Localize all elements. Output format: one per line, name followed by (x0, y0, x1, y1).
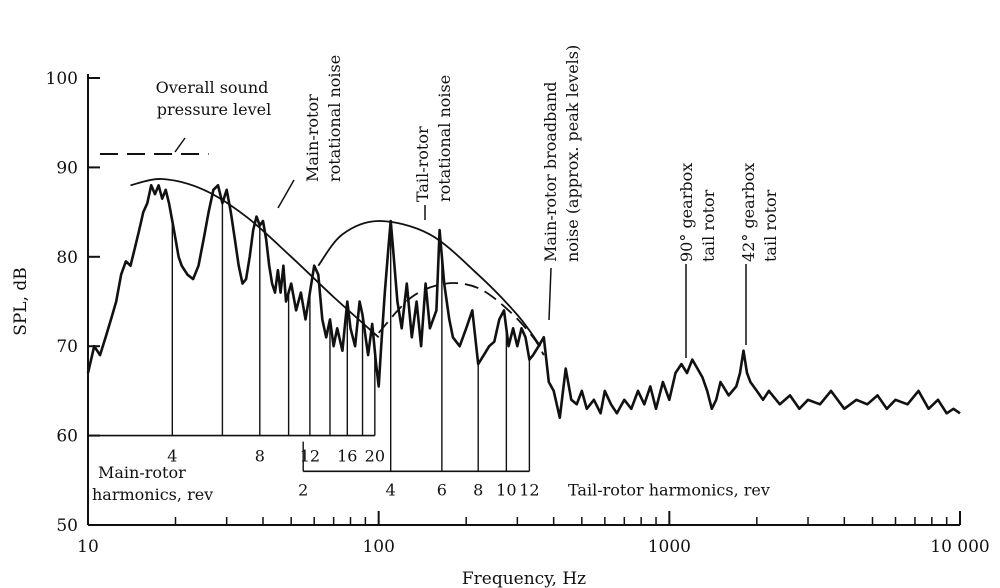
x-axis-title: Frequency, Hz (462, 569, 586, 588)
overall-label-2: pressure level (157, 100, 272, 119)
y-axis-title: SPL, dB (11, 267, 31, 336)
gearbox-90-label: 90° gearbox tail rotor (677, 163, 718, 262)
y-tick-label: 100 (46, 69, 78, 89)
gearbox-42-label-line-2: tail rotor (761, 189, 780, 262)
main-harmonic-label: 4 (167, 447, 177, 466)
broadband-pointer (548, 267, 552, 321)
main-rotor-envelope (130, 178, 380, 338)
tail-harmonics-title: Tail-rotor harmonics, rev (568, 480, 770, 499)
main-harmonics-title-2: harmonics, rev (92, 485, 213, 504)
main-harmonic-label: 16 (337, 447, 357, 466)
gearbox-90-label-line-1: 90° gearbox (677, 163, 696, 262)
overall-pointer (174, 137, 186, 153)
y-tick-label: 90 (56, 158, 78, 178)
y-tick-label: 80 (56, 248, 78, 268)
tail-rotor-rotational-label: Tail-rotor rotational noise (413, 75, 454, 202)
main-harmonics-title-1: Main-rotor (98, 463, 186, 482)
broadband-label-line-1: Main-rotor broadband (541, 82, 560, 262)
gearbox-90-label-line-2: tail rotor (699, 189, 718, 262)
main-harmonic-label: 20 (365, 447, 385, 466)
tail-harmonic-label: 6 (437, 480, 447, 499)
axes: 50 60 70 80 90 100 10 100 1000 10 000 Frequency, H… (11, 69, 990, 588)
main-harmonic-label: 8 (255, 447, 265, 466)
tail-harmonic-label: 12 (519, 480, 539, 499)
tail-rotor-rotational-label-line-1: Tail-rotor (413, 126, 432, 202)
broadband-label-line-2: noise (approx. peak levels) (563, 45, 582, 262)
tail-harmonic-label: 8 (473, 480, 483, 499)
tail-rotor-envelope (317, 220, 542, 347)
main-rotor-rotational-label: Main-rotor rotational noise (303, 55, 344, 182)
gearbox-42-label-line-1: 42° gearbox (739, 163, 758, 262)
x-tick-label: 10 (77, 537, 99, 557)
y-tick-label: 70 (56, 337, 78, 357)
tail-harmonic-label: 10 (496, 480, 516, 499)
x-tick-label: 100 (362, 537, 394, 557)
x-tick-label: 10 000 (930, 537, 989, 557)
main-rotor-rotational-label-line-2: rotational noise (325, 55, 344, 182)
broadband-label: Main-rotor broadband noise (approx. peak … (541, 45, 582, 262)
tail-harmonic-label: 4 (386, 480, 396, 499)
x-tick-label: 1000 (648, 537, 691, 557)
y-tick-label: 60 (56, 427, 78, 447)
broadband-envelope (378, 282, 545, 356)
tail-harmonic-label: 2 (298, 480, 308, 499)
curves (86, 152, 961, 419)
tail-rotor-rotational-label-line-2: rotational noise (435, 75, 454, 202)
main-rotor-pointer (277, 179, 295, 209)
main-rotor-rotational-label-line-1: Main-rotor (303, 94, 322, 182)
overall-label-1: Overall sound (156, 78, 269, 97)
spl-spectrum-line (86, 184, 961, 419)
gearbox-42-label: 42° gearbox tail rotor (739, 163, 780, 262)
y-tick-label: 50 (56, 516, 78, 536)
main-harmonic-label: 12 (300, 447, 320, 466)
